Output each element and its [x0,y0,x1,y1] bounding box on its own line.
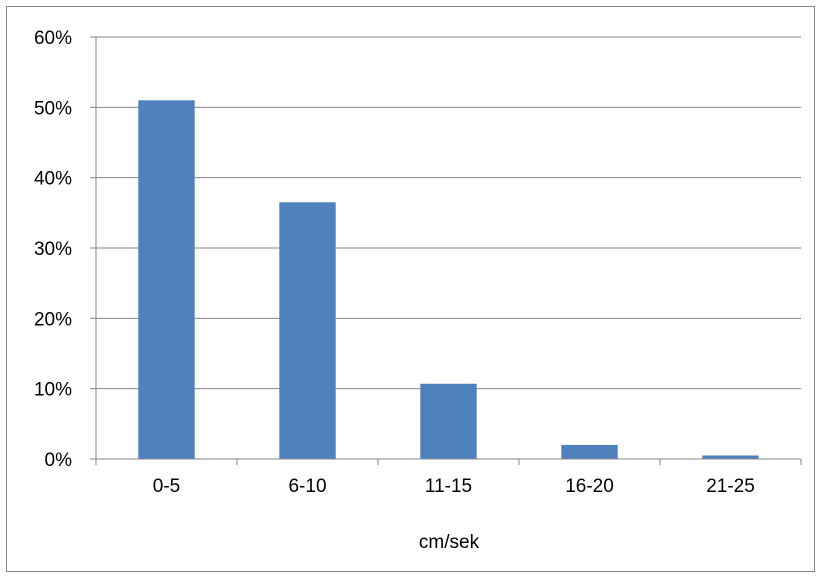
y-tick-label: 30% [34,239,72,260]
axes [90,36,802,465]
y-tick-label: 20% [34,309,72,330]
bar-6-10 [279,202,336,460]
bar-11-15 [420,383,477,459]
x-tick-label: 6-10 [288,476,326,497]
bar-16-20 [561,444,618,459]
y-tick-label: 40% [34,169,72,190]
bars [138,100,759,460]
y-tick-label: 10% [34,380,72,401]
gridlines [96,36,801,390]
y-tick-labels: 0% 10% 20% 30% 40% 50% 60% [34,28,72,471]
y-tick-label: 60% [34,28,72,49]
x-tick-label: 16-20 [565,476,614,497]
x-tick-label: 21-25 [706,476,755,497]
x-tick-labels: 0-5 6-10 11-15 16-20 21-25 [153,476,755,497]
bar-0-5 [138,100,195,460]
x-tick-label: 0-5 [153,476,180,497]
x-tick-label: 11-15 [425,476,472,497]
y-tick-label: 0% [45,450,73,471]
y-tick-label: 50% [34,98,72,119]
x-axis-title: cm/sek [419,532,480,553]
bar-21-25 [702,455,759,459]
